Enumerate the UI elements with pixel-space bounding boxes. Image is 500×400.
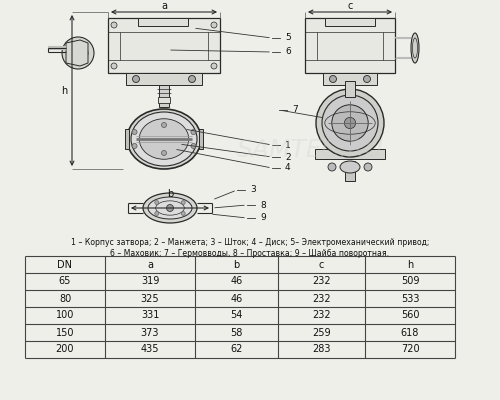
Bar [325,18,375,26]
Ellipse shape [143,193,197,223]
Circle shape [132,144,137,148]
Bar [323,73,377,85]
Text: SAMTEC.RU: SAMTEC.RU [236,138,384,162]
Circle shape [328,163,336,171]
Text: 2: 2 [285,152,290,162]
Text: 325: 325 [140,294,160,304]
Bar [126,73,202,85]
Bar [125,129,129,149]
Circle shape [364,163,372,171]
Circle shape [162,122,166,128]
Text: 4: 4 [285,164,290,172]
Text: 6 – Маховик; 7 – Гермовводы, 8 – Проставка; 9 – Шайба поворотная.: 6 – Маховик; 7 – Гермовводы, 8 – Простав… [110,249,390,258]
Circle shape [132,130,137,134]
Ellipse shape [148,197,192,219]
Text: 720: 720 [400,344,419,354]
Bar [315,149,385,159]
Bar [305,18,395,73]
Text: c: c [348,1,352,11]
Circle shape [111,63,117,69]
Text: 8: 8 [260,200,266,210]
Text: 46: 46 [230,294,242,304]
Ellipse shape [127,109,201,169]
Circle shape [322,95,378,151]
Polygon shape [66,40,88,66]
Text: 232: 232 [312,294,331,304]
Circle shape [155,212,159,216]
Circle shape [155,200,159,204]
Circle shape [330,76,336,82]
Circle shape [181,212,185,216]
Text: a: a [147,260,153,270]
Text: 533: 533 [401,294,419,304]
Text: 62: 62 [230,344,242,354]
Text: 46: 46 [230,276,242,286]
Text: c: c [319,260,324,270]
Circle shape [332,105,368,141]
Bar [159,85,169,107]
Text: DN: DN [58,260,72,270]
Circle shape [132,76,140,82]
Text: h: h [61,86,67,96]
Text: a: a [161,1,167,11]
Text: h: h [407,260,413,270]
Text: 283: 283 [312,344,331,354]
Text: 435: 435 [141,344,159,354]
Text: 618: 618 [401,328,419,338]
Circle shape [166,204,173,212]
Circle shape [211,63,217,69]
Bar [345,161,355,181]
Circle shape [211,22,217,28]
Text: 150: 150 [56,328,74,338]
Text: 3: 3 [250,186,256,194]
Text: 232: 232 [312,310,331,320]
Text: 6: 6 [285,48,291,56]
Text: 58: 58 [230,328,242,338]
Text: 80: 80 [59,294,71,304]
Bar [199,129,203,149]
Ellipse shape [139,119,189,159]
Circle shape [75,50,81,56]
Circle shape [191,130,196,134]
Text: b: b [167,189,173,199]
Bar [108,18,220,73]
Circle shape [191,144,196,148]
Text: 100: 100 [56,310,74,320]
Circle shape [181,200,185,204]
Bar [138,18,188,26]
Text: 331: 331 [141,310,159,320]
Ellipse shape [340,161,360,173]
Text: 5: 5 [285,34,291,42]
Text: 232: 232 [312,276,331,286]
Text: 259: 259 [312,328,331,338]
Text: 65: 65 [59,276,71,286]
Text: 1: 1 [285,140,291,150]
Bar [158,97,170,103]
Text: 54: 54 [230,310,242,320]
Text: b: b [234,260,239,270]
Circle shape [62,37,94,69]
Circle shape [162,150,166,156]
Text: 7: 7 [292,106,298,114]
Ellipse shape [131,112,197,166]
Text: 373: 373 [141,328,159,338]
Text: 200: 200 [56,344,74,354]
Text: 1 – Корпус затвора; 2 – Манжета; 3 – Шток; 4 – Диск; 5– Электромеханический прив: 1 – Корпус затвора; 2 – Манжета; 3 – Што… [71,238,429,247]
Text: 560: 560 [401,310,419,320]
Text: 319: 319 [141,276,159,286]
Ellipse shape [411,33,419,63]
Circle shape [188,76,196,82]
Circle shape [111,22,117,28]
Bar [345,81,355,97]
Text: 9: 9 [260,214,266,222]
Circle shape [316,89,384,157]
Circle shape [364,76,370,82]
Text: 509: 509 [401,276,419,286]
Circle shape [344,118,356,129]
